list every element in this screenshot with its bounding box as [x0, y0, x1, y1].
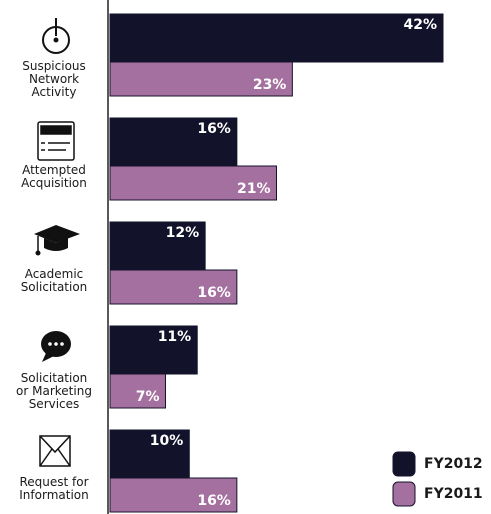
bar [109, 117, 238, 167]
value-label: 10% [149, 433, 184, 449]
bar [109, 61, 293, 97]
value-label: 7% [135, 389, 160, 405]
value-label: 23% [252, 77, 287, 93]
bar [109, 373, 166, 409]
value-label: 42% [403, 17, 437, 33]
value-label: 16% [197, 285, 231, 301]
icon-envelope [39, 435, 71, 467]
icon-academic [34, 225, 80, 256]
category-label: Request for Information [19, 475, 89, 502]
legend-label: FY2011 [424, 486, 483, 502]
bar [109, 325, 198, 375]
category-label: Solicitation or Marketing Services [16, 371, 92, 411]
bar [109, 477, 238, 513]
category-label: Suspicious Network Activity [22, 59, 86, 99]
icon-marketing [41, 331, 71, 362]
category-label: Academic Solicitation [20, 267, 88, 294]
category-label: Attempted Acquisition [21, 163, 87, 190]
value-label: 16% [197, 493, 231, 509]
bar [109, 269, 238, 305]
bar [109, 429, 190, 479]
icon-network [42, 18, 70, 54]
bar [109, 221, 206, 271]
icon-acquisition [37, 121, 75, 161]
legend-swatch [392, 481, 416, 507]
value-label: 21% [236, 181, 271, 197]
legend-swatch [392, 451, 416, 477]
bar [109, 13, 444, 63]
value-label: 12% [165, 225, 200, 241]
bar [109, 165, 277, 201]
value-label: 16% [197, 121, 231, 137]
value-label: 11% [157, 329, 192, 345]
legend-label: FY2012 [424, 456, 483, 472]
